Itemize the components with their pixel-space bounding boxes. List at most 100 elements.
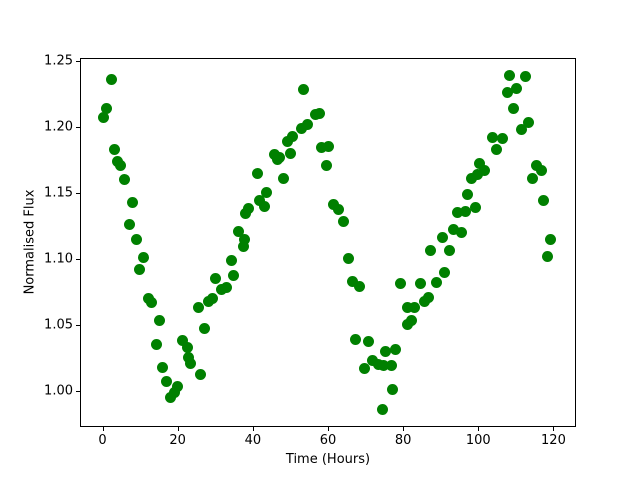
data-point	[137, 252, 149, 264]
data-point	[160, 376, 172, 388]
data-point	[347, 275, 359, 287]
data-point	[176, 335, 188, 347]
data-point	[115, 159, 127, 171]
data-point	[515, 123, 527, 135]
data-point	[380, 345, 392, 357]
x-tick-label: 40	[244, 433, 262, 449]
data-point	[287, 130, 299, 142]
data-point	[277, 172, 289, 184]
data-point	[387, 384, 398, 396]
data-point	[362, 336, 374, 348]
data-point	[105, 73, 117, 85]
data-point	[409, 302, 421, 314]
data-point	[491, 143, 503, 155]
data-point	[523, 117, 535, 129]
y-tick-label: 1.20	[44, 119, 73, 135]
x-tick	[403, 427, 405, 432]
data-point	[194, 369, 206, 381]
data-point	[192, 302, 204, 314]
data-point	[123, 219, 135, 231]
data-point	[455, 226, 467, 238]
data-point	[254, 195, 266, 207]
data-point	[462, 188, 474, 200]
data-point	[358, 362, 370, 374]
data-point	[153, 315, 165, 327]
data-point	[127, 196, 139, 208]
data-point	[444, 245, 456, 257]
data-point	[405, 315, 417, 327]
y-tick-label: 1.15	[44, 185, 73, 201]
data-point	[242, 203, 254, 215]
data-point	[470, 201, 482, 213]
data-point	[252, 167, 264, 179]
data-point	[448, 224, 460, 236]
data-point	[333, 204, 345, 216]
x-tick-label: 120	[541, 433, 566, 449]
y-tick	[76, 391, 80, 393]
y-tick	[76, 61, 80, 63]
data-point	[207, 292, 219, 304]
x-tick-label: 0	[98, 433, 107, 449]
data-point	[385, 360, 397, 372]
data-point	[501, 87, 513, 99]
y-tick-label: 1.25	[44, 53, 73, 69]
data-point	[511, 83, 523, 95]
data-point	[261, 187, 273, 199]
data-point	[285, 147, 297, 159]
data-point	[210, 273, 222, 285]
data-point	[239, 208, 251, 220]
data-point	[343, 253, 355, 265]
data-point	[151, 339, 163, 351]
data-point	[531, 159, 543, 171]
data-point	[314, 108, 326, 120]
data-point	[415, 278, 427, 290]
data-point	[423, 291, 435, 303]
y-tick	[76, 127, 80, 129]
data-point	[228, 270, 240, 282]
data-point	[297, 84, 309, 96]
data-point	[538, 195, 550, 207]
data-point	[471, 168, 483, 180]
x-tick-label: 100	[465, 433, 491, 449]
y-tick-label: 1.00	[44, 383, 73, 399]
y-tick	[76, 193, 80, 195]
data-point	[535, 164, 547, 176]
data-point	[157, 361, 169, 373]
x-tick	[478, 427, 480, 432]
x-axis-label: Time (Hours)	[285, 452, 371, 467]
data-point	[390, 344, 402, 356]
data-point	[349, 333, 361, 345]
data-point	[165, 391, 177, 403]
x-tick-label: 80	[394, 433, 412, 449]
data-point	[237, 241, 249, 253]
data-point	[424, 245, 436, 257]
data-point	[225, 254, 237, 266]
data-point	[542, 250, 554, 262]
data-point	[168, 386, 180, 398]
data-point	[519, 71, 531, 83]
y-tick	[76, 325, 80, 327]
y-tick-label: 1.05	[44, 317, 73, 333]
data-point	[527, 172, 539, 184]
data-point	[133, 263, 145, 275]
data-point	[459, 205, 471, 217]
data-point	[295, 122, 307, 134]
data-point	[496, 133, 508, 145]
data-point	[119, 174, 131, 186]
plot-area	[80, 57, 576, 428]
data-point	[181, 341, 193, 353]
x-tick-label: 20	[169, 433, 186, 449]
data-point	[98, 112, 110, 124]
data-point	[320, 159, 332, 171]
data-point	[302, 118, 314, 130]
data-point	[507, 102, 519, 114]
x-tick	[328, 427, 329, 432]
data-point	[402, 302, 414, 314]
data-point	[474, 158, 486, 170]
x-tick	[177, 427, 179, 432]
data-point	[316, 142, 328, 154]
x-tick	[252, 427, 254, 432]
data-point	[323, 141, 335, 153]
data-point	[232, 225, 244, 237]
